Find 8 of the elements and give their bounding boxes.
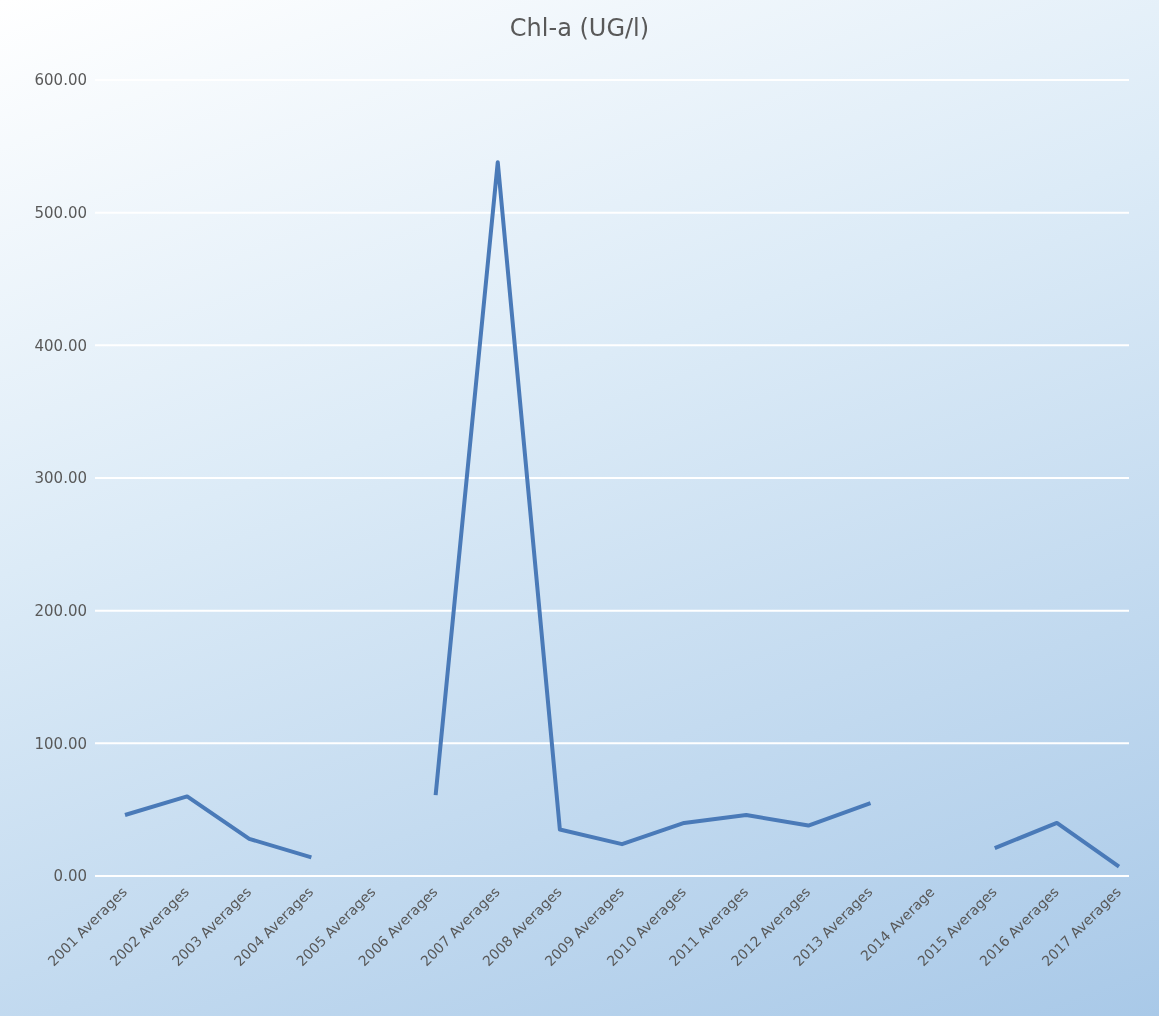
y-tick-label: 100.00 [34, 734, 87, 753]
y-tick-label: 300.00 [34, 469, 87, 488]
chart-title: Chl-a (UG/l) [508, 14, 651, 42]
y-tick-label: 600.00 [34, 71, 87, 90]
y-tick-label: 500.00 [34, 203, 87, 222]
y-tick-label: 400.00 [34, 336, 87, 355]
y-tick-label: 200.00 [34, 601, 87, 620]
y-tick-label: 0.00 [53, 867, 87, 886]
